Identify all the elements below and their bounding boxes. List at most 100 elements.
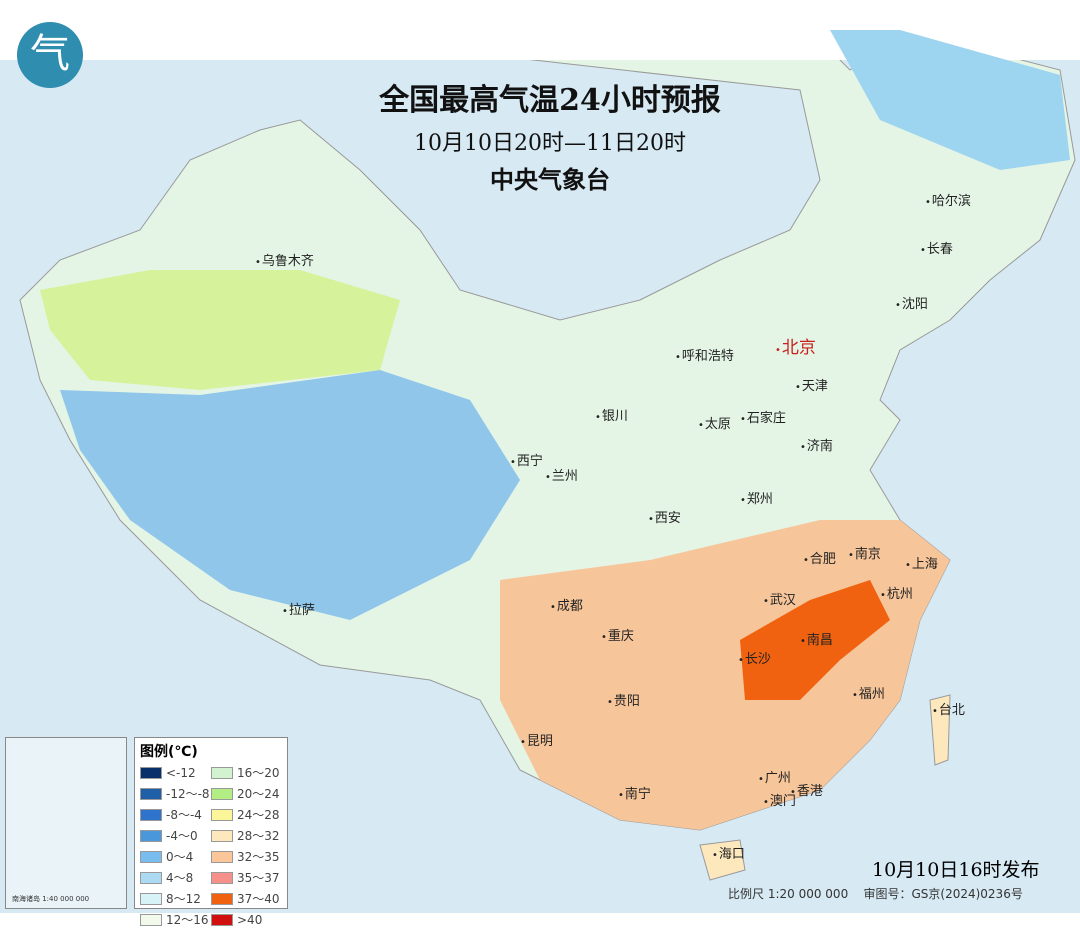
legend-label: <-12 (166, 765, 196, 780)
city-label: 香港 (790, 780, 823, 799)
city-label: 长春 (920, 238, 953, 257)
scale-text: 比例尺 1:20 000 000 (728, 887, 849, 901)
city-label: 重庆 (601, 625, 634, 644)
city-label: 银川 (595, 405, 628, 424)
city-label: 太原 (698, 413, 731, 432)
legend-swatch (140, 766, 162, 779)
legend-label: 12～16 (166, 913, 209, 927)
legend-item: 16～20 (211, 764, 282, 781)
legend: 图例(℃) <-12 16～20 -12～-8 20～24 -8～-4 24～28 -4～0… (134, 737, 288, 927)
publish-time: 10月10日16时发布 (872, 859, 1040, 881)
legend-swatch (140, 787, 162, 800)
city-label: 天津 (795, 375, 828, 394)
cma-logo: 气 (17, 22, 83, 88)
city-label: 澳门 (763, 790, 796, 809)
legend-swatch (140, 913, 162, 926)
scale-review: 比例尺 1:20 000 000 审图号：GS京(2024)0236号 (728, 885, 1023, 902)
legend-label: -4～0 (166, 829, 198, 843)
legend-swatch (211, 850, 233, 863)
agency-name: 中央气象台 (490, 165, 610, 194)
legend-grid: <-12 16～20 -12～-8 20～24 -8～-4 24～28 -4～0 28～32 0… (135, 764, 287, 928)
legend-swatch (140, 829, 162, 842)
city-label: 南京 (848, 543, 881, 562)
city-label: 杭州 (880, 583, 913, 602)
legend-item: 20～24 (211, 785, 282, 802)
tibet-plateau (60, 370, 520, 620)
northeast-cold (830, 30, 1070, 170)
legend-title: 图例(℃) (140, 744, 198, 760)
city-label: 沈阳 (895, 293, 928, 312)
legend-swatch (211, 871, 233, 884)
city-label: 哈尔滨 (925, 190, 971, 209)
legend-label: -8～-4 (166, 808, 202, 822)
legend-label: 24～28 (237, 808, 280, 822)
legend-swatch (211, 892, 233, 905)
legend-item: 0～4 (140, 848, 211, 865)
review-number: 审图号：GS京(2024)0236号 (863, 887, 1023, 901)
legend-item: 35～37 (211, 869, 282, 886)
city-label: 西安 (648, 507, 681, 526)
legend-item: -8～-4 (140, 806, 211, 823)
legend-label: 0～4 (166, 850, 194, 864)
legend-swatch (211, 808, 233, 821)
city-label: 台北 (932, 699, 965, 718)
legend-item: 4～8 (140, 869, 211, 886)
legend-swatch (211, 913, 233, 926)
city-label: 兰州 (545, 465, 578, 484)
legend-swatch (211, 766, 233, 779)
city-label: 长沙 (738, 648, 771, 667)
city-label: 福州 (852, 683, 885, 702)
legend-item: 24～28 (211, 806, 282, 823)
legend-label: >40 (237, 912, 263, 927)
legend-item: 28～32 (211, 827, 282, 844)
legend-label: 8～12 (166, 892, 201, 906)
legend-item: 32～35 (211, 848, 282, 865)
xinjiang-basin (40, 270, 400, 390)
city-label: 郑州 (740, 488, 773, 507)
legend-label: 16～20 (237, 766, 280, 780)
city-label: 呼和浩特 (675, 345, 734, 364)
legend-label: 37～40 (237, 892, 280, 906)
legend-label: 35～37 (237, 871, 280, 885)
legend-swatch (140, 850, 162, 863)
city-label: 海口 (712, 843, 745, 862)
city-label: 武汉 (763, 589, 796, 608)
city-label: 乌鲁木齐 (255, 250, 314, 269)
legend-item: 37～40 (211, 890, 282, 907)
legend-swatch (211, 829, 233, 842)
legend-label: 28～32 (237, 829, 280, 843)
city-label: 南昌 (800, 629, 833, 648)
forecast-period: 10月10日20时—11日20时 (414, 131, 686, 156)
city-label: 济南 (800, 435, 833, 454)
city-label: 合肥 (803, 548, 836, 567)
city-label: 南宁 (618, 783, 651, 802)
legend-label: 4～8 (166, 871, 194, 885)
south-china-sea-inset: 南海诸岛 1:40 000 000 (5, 737, 127, 909)
legend-item: -4～0 (140, 827, 211, 844)
legend-label: 20～24 (237, 787, 280, 801)
city-label: 贵阳 (607, 690, 640, 709)
legend-item: 12～16 (140, 911, 211, 928)
legend-swatch (211, 787, 233, 800)
city-label: 广州 (758, 767, 791, 786)
city-label: 西宁 (510, 450, 543, 469)
legend-label: 32～35 (237, 850, 280, 864)
city-label: 上海 (905, 553, 938, 572)
city-label: 北京 (775, 333, 816, 358)
city-label: 拉萨 (282, 599, 315, 618)
legend-swatch (140, 808, 162, 821)
legend-item: >40 (211, 911, 282, 928)
map-title: 全国最高气温24小时预报 (379, 83, 721, 118)
legend-item: <-12 (140, 764, 211, 781)
legend-swatch (140, 892, 162, 905)
legend-item: -12～-8 (140, 785, 211, 802)
city-label: 昆明 (520, 730, 553, 749)
inset-scale: 南海诸岛 1:40 000 000 (12, 895, 90, 903)
legend-swatch (140, 871, 162, 884)
city-label: 成都 (550, 595, 583, 614)
legend-item: 8～12 (140, 890, 211, 907)
city-label: 石家庄 (740, 407, 786, 426)
legend-label: -12～-8 (166, 787, 210, 801)
